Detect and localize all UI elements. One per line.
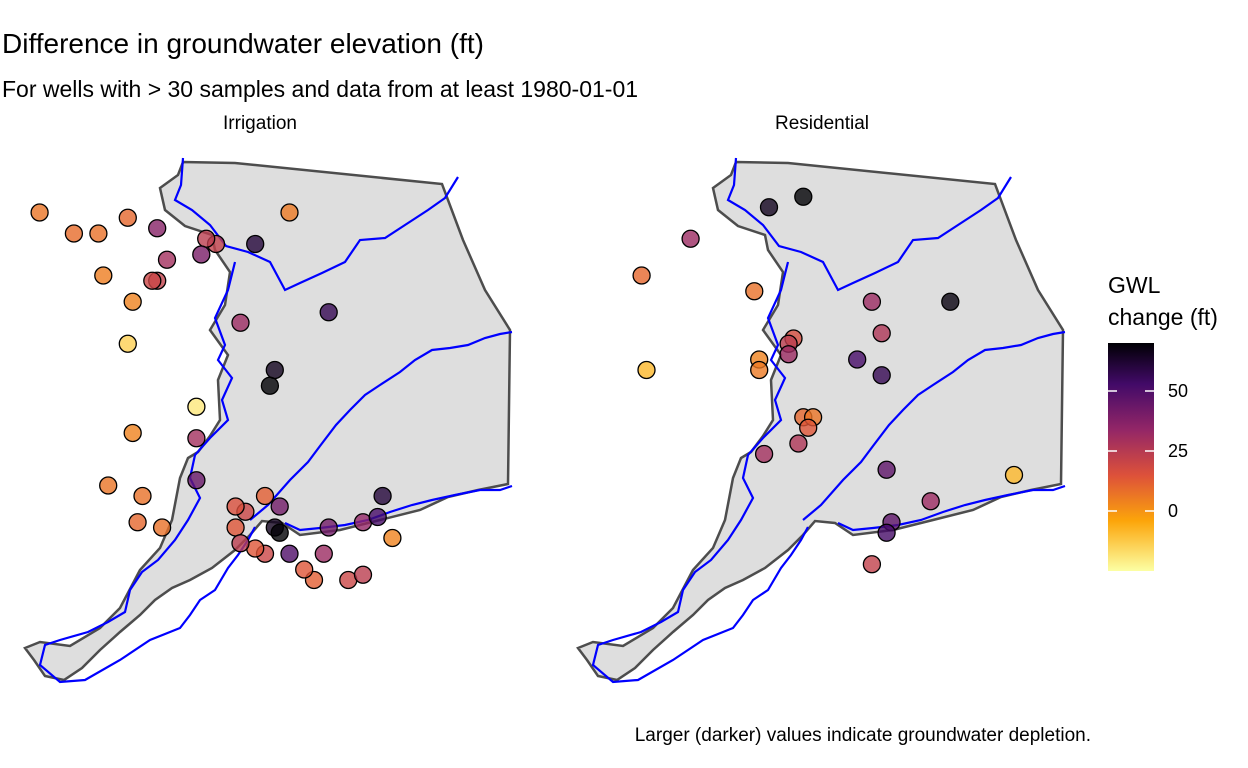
well-point xyxy=(877,460,896,479)
well-point xyxy=(143,271,162,290)
well-point xyxy=(877,523,896,542)
well-point xyxy=(383,528,402,548)
legend-title-line1: GWL xyxy=(1108,272,1161,298)
chart-subtitle: For wells with > 30 samples and data fro… xyxy=(2,76,639,102)
legend-tick-label: 25 xyxy=(1168,441,1188,461)
well-point xyxy=(848,350,867,369)
river-middle xyxy=(249,330,513,521)
well-point xyxy=(192,245,211,264)
well-point xyxy=(779,345,798,364)
residential-wells xyxy=(632,187,1024,574)
well-point xyxy=(123,292,142,311)
well-point xyxy=(265,360,284,380)
panel-label-residential: Residential xyxy=(775,113,869,134)
river-north xyxy=(173,157,459,292)
legend-tick-label: 50 xyxy=(1168,381,1188,401)
well-point xyxy=(1004,465,1024,485)
river-south xyxy=(284,484,513,532)
well-point xyxy=(637,360,656,380)
panel-residential: Residential xyxy=(576,113,1066,684)
well-point xyxy=(231,313,250,332)
well-point xyxy=(632,266,651,285)
well-point xyxy=(255,486,275,506)
well-point xyxy=(681,229,700,248)
well-point xyxy=(123,423,142,443)
legend-ticks: 50 25 0 xyxy=(1108,381,1188,521)
well-point xyxy=(152,518,172,537)
well-point xyxy=(148,219,167,238)
well-point xyxy=(759,198,779,217)
legend-colorbar xyxy=(1108,343,1154,571)
well-point xyxy=(353,565,373,584)
well-point xyxy=(118,208,137,227)
well-point xyxy=(187,397,206,416)
river-middle xyxy=(802,330,1066,521)
county-boundary xyxy=(23,160,512,682)
well-point xyxy=(187,471,206,490)
river-south xyxy=(837,484,1066,532)
well-point xyxy=(789,434,808,453)
well-point xyxy=(30,203,49,222)
well-point xyxy=(319,303,338,322)
well-point xyxy=(745,282,764,301)
well-point xyxy=(128,513,147,532)
well-point xyxy=(280,544,299,563)
well-point xyxy=(872,324,891,343)
irrigation-wells xyxy=(30,203,402,590)
well-point xyxy=(295,560,314,579)
well-point xyxy=(246,234,265,254)
river-main xyxy=(38,261,256,684)
well-point xyxy=(99,476,118,495)
chart-title: Difference in groundwater elevation (ft) xyxy=(2,28,484,59)
well-point xyxy=(799,418,818,437)
panel-label-irrigation: Irrigation xyxy=(223,113,297,134)
well-point xyxy=(314,544,333,563)
well-point xyxy=(260,376,280,395)
well-point xyxy=(862,555,882,574)
well-point xyxy=(872,366,891,385)
well-point xyxy=(373,486,392,506)
well-point xyxy=(270,497,289,516)
well-point xyxy=(754,444,774,464)
well-point xyxy=(794,187,813,206)
well-point xyxy=(368,507,387,527)
chart-caption: Larger (darker) values indicate groundwa… xyxy=(634,725,1091,746)
well-point xyxy=(118,334,137,353)
well-point xyxy=(64,224,84,243)
well-point xyxy=(280,203,299,222)
well-point xyxy=(133,486,152,506)
river-north xyxy=(726,157,1012,292)
well-point xyxy=(197,229,216,248)
legend-title-line2: change (ft) xyxy=(1108,304,1218,330)
legend-tick-label: 0 xyxy=(1168,501,1178,521)
well-point xyxy=(157,250,177,269)
well-point xyxy=(94,266,113,285)
well-point xyxy=(941,292,960,311)
well-point xyxy=(862,292,882,311)
well-point xyxy=(89,224,108,243)
well-point xyxy=(270,523,289,542)
river-main xyxy=(591,261,809,684)
well-point xyxy=(226,518,245,537)
color-legend: GWL change (ft) 50 25 0 xyxy=(1108,272,1218,571)
well-point xyxy=(226,497,245,516)
well-point xyxy=(231,534,250,553)
well-point xyxy=(187,429,206,448)
well-point xyxy=(921,492,940,511)
panel-irrigation: Irrigation xyxy=(23,113,513,684)
well-point xyxy=(319,518,338,537)
well-point xyxy=(750,360,769,380)
